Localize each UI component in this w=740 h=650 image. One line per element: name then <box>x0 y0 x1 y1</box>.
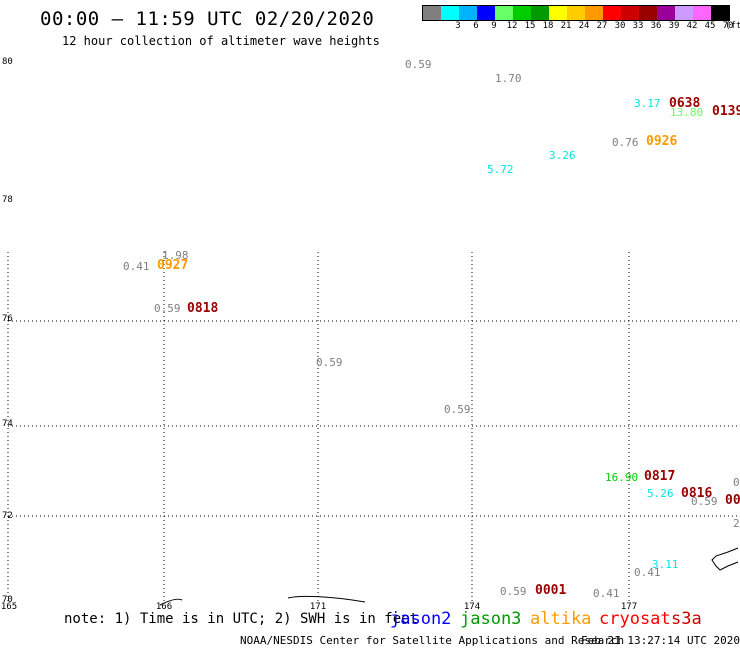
satellite-legend-jason2: jason2 <box>390 609 452 629</box>
colorbar-swatch <box>603 6 621 20</box>
wave-height-value: 0.59 <box>154 302 181 315</box>
wave-height-value: 0.59 <box>316 356 343 369</box>
pass-time-label: 0638 <box>669 96 701 111</box>
colorbar-tick-label: 3 <box>455 21 461 31</box>
latitude-label: 72 <box>2 511 13 521</box>
colorbar-tick-label: 39 <box>668 21 680 31</box>
colorbar-swatch <box>441 6 459 20</box>
colorbar-swatch <box>621 6 639 20</box>
satellite-legend-jason3: jason3 <box>460 609 522 629</box>
colorbar-swatch <box>693 6 711 20</box>
colorbar-swatch <box>657 6 675 20</box>
latitude-label: 80 <box>2 57 13 67</box>
colorbar-swatch <box>423 6 441 20</box>
wave-height-value: 2 <box>733 517 740 530</box>
colorbar-swatch <box>585 6 603 20</box>
wave-height-value: 0.59 <box>500 585 527 598</box>
colorbar-swatch <box>675 6 693 20</box>
footer-note: note: 1) Time is in UTC; 2) SWH is in fe… <box>64 611 419 627</box>
wave-height-value: 3.26 <box>549 149 576 162</box>
colorbar-tick-label: 33 <box>632 21 644 31</box>
colorbar-tick-label: 70 <box>722 21 734 31</box>
colorbar-swatch <box>567 6 585 20</box>
pass-time-label: 0817 <box>644 469 676 484</box>
colorbar-tick-label: 42 <box>686 21 698 31</box>
wave-height-value: 3.17 <box>634 97 661 110</box>
colorbar-swatch <box>459 6 477 20</box>
colorbar-tick-label: 24 <box>578 21 590 31</box>
longitude-label: 165 <box>0 602 18 612</box>
wave-height-value: 0.41 <box>593 587 620 600</box>
coastline <box>159 547 739 606</box>
latitude-label: 70 <box>2 595 13 605</box>
satellite-legend-cryosat: cryosat <box>599 609 671 629</box>
pass-time-label: 0816 <box>681 486 713 501</box>
colorbar-tick-label: 21 <box>560 21 572 31</box>
longitude-label: 177 <box>620 602 638 612</box>
coastline-south-2 <box>287 595 366 603</box>
colorbar-tick-label: 45 <box>704 21 716 31</box>
generation-timestamp: Feb 21 13:27:14 UTC 2020 <box>581 634 740 647</box>
map-title: 00:00 – 11:59 UTC 02/20/2020 <box>40 8 375 30</box>
longitude-label: 171 <box>309 602 327 612</box>
pass-time-label: 0818 <box>187 301 219 316</box>
pass-time-label: 0139 <box>712 104 740 119</box>
wave-height-value: 3.11 <box>652 558 679 571</box>
wave-height-value: 16.90 <box>605 471 639 484</box>
wave-height-value: 0 <box>733 476 740 489</box>
credit-line: NOAA/NESDIS Center for Satellite Applica… <box>240 634 625 647</box>
colorbar-swatch <box>513 6 531 20</box>
pass-time-label: 0001 <box>535 583 567 598</box>
pass-time-label: 0926 <box>646 134 678 149</box>
colorbar-unit: (ft) <box>725 21 740 31</box>
colorbar-tick-label: 12 <box>506 21 518 31</box>
colorbar-tick-label: 27 <box>596 21 608 31</box>
wave-height-value: 1.70 <box>495 72 522 85</box>
colorbar-swatch <box>549 6 567 20</box>
colorbar-swatch <box>639 6 657 20</box>
satellite-legend-s3a: s3a <box>671 609 702 629</box>
graticule <box>7 252 740 602</box>
wave-height-value: 1.98 <box>162 249 189 262</box>
wave-height-value: 0.41 <box>634 566 661 579</box>
coastline-east <box>711 547 739 571</box>
wave-height-value: 5.26 <box>647 487 674 500</box>
colorbar-legend <box>422 5 730 21</box>
longitude-label: 166 <box>155 602 173 612</box>
colorbar-tick-label: 36 <box>650 21 662 31</box>
colorbar-tick-label: 9 <box>491 21 497 31</box>
colorbar-swatch <box>495 6 513 20</box>
map-subtitle: 12 hour collection of altimeter wave hei… <box>62 34 380 48</box>
colorbar-swatch <box>711 6 729 20</box>
colorbar-tick-label: 30 <box>614 21 626 31</box>
pass-time-label: 00 <box>725 493 740 508</box>
wave-height-value: 13.80 <box>670 106 704 119</box>
wave-height-value: 0.59 <box>691 495 718 508</box>
colorbar-tick-label: 15 <box>524 21 536 31</box>
colorbar-swatch <box>477 6 495 20</box>
coastline-south <box>159 598 183 606</box>
latitude-label: 74 <box>2 419 13 429</box>
colorbar-swatch <box>531 6 549 20</box>
wave-height-value: 0.76 <box>612 136 639 149</box>
wave-height-value: 0.41 <box>123 260 150 273</box>
colorbar-tick-label: 6 <box>473 21 479 31</box>
pass-time-label: 0927 <box>157 258 189 273</box>
wave-height-value: 0.59 <box>444 403 471 416</box>
latitude-label: 76 <box>2 314 13 324</box>
colorbar-tick-label: 18 <box>542 21 554 31</box>
latitude-label: 78 <box>2 195 13 205</box>
longitude-label: 174 <box>463 602 481 612</box>
wave-height-value: 5.72 <box>487 163 514 176</box>
satellite-legend-altika: altika <box>530 609 592 629</box>
wave-height-value: 0.59 <box>405 58 432 71</box>
